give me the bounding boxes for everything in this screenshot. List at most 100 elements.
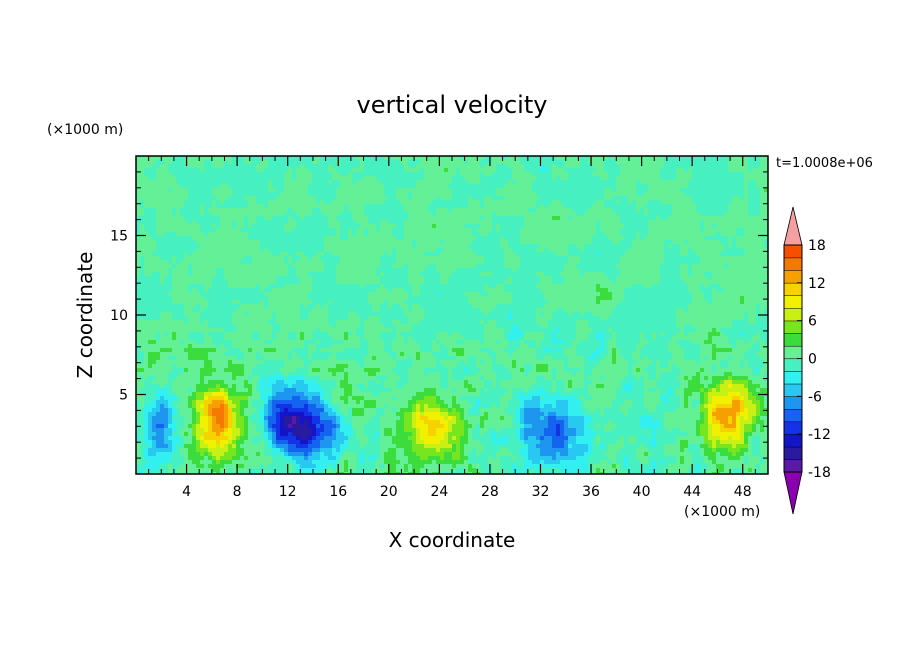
field-cell xyxy=(288,160,293,165)
field-cell xyxy=(652,260,657,265)
field-cell xyxy=(732,216,737,221)
field-cell xyxy=(600,208,605,213)
field-cell xyxy=(152,168,157,173)
field-cell xyxy=(476,280,481,285)
field-cell xyxy=(292,168,297,173)
field-cell xyxy=(688,236,693,241)
field-cell xyxy=(428,268,433,273)
field-cell xyxy=(468,160,473,165)
field-cell xyxy=(728,244,733,249)
field-cell xyxy=(696,224,701,229)
field-cell xyxy=(676,268,681,273)
field-cell xyxy=(604,236,609,241)
field-cell xyxy=(600,200,605,205)
field-cell xyxy=(720,184,725,189)
field-cell xyxy=(328,184,333,189)
field-cell xyxy=(528,180,533,185)
field-cell xyxy=(380,248,385,253)
field-cell xyxy=(284,168,289,173)
field-cell xyxy=(540,260,545,265)
field-cell xyxy=(388,248,393,253)
field-cell xyxy=(760,276,765,281)
field-cell xyxy=(136,184,141,189)
field-cell xyxy=(460,172,465,177)
field-cell xyxy=(320,228,325,233)
field-cell xyxy=(636,188,641,193)
field-cell xyxy=(488,224,493,229)
field-cell xyxy=(620,216,625,221)
field-cell xyxy=(412,164,417,169)
field-cell xyxy=(416,220,421,225)
field-cell xyxy=(260,260,265,265)
field-cell xyxy=(180,160,185,165)
field-cell xyxy=(528,160,533,165)
field-cell xyxy=(164,228,169,233)
field-cell xyxy=(720,188,725,193)
field-cell xyxy=(472,228,477,233)
field-cell xyxy=(384,156,389,161)
field-cell xyxy=(712,200,717,205)
field-cell xyxy=(568,192,573,197)
field-cell xyxy=(444,188,449,193)
field-cell xyxy=(580,236,585,241)
field-cell xyxy=(572,248,577,253)
field-cell xyxy=(432,184,437,189)
field-cell xyxy=(656,204,661,209)
field-cell xyxy=(168,196,173,201)
field-cell xyxy=(424,216,429,221)
field-cell xyxy=(532,164,537,169)
field-cell xyxy=(764,268,768,273)
field-cell xyxy=(324,228,329,233)
field-cell xyxy=(292,280,297,285)
field-cell xyxy=(236,204,241,209)
field-cell xyxy=(676,248,681,253)
field-cell xyxy=(188,188,193,193)
field-cell xyxy=(764,228,768,233)
field-cell xyxy=(620,252,625,257)
field-cell xyxy=(324,264,329,269)
field-cell xyxy=(152,172,157,177)
field-cell xyxy=(620,276,625,281)
field-cell xyxy=(148,264,153,269)
field-cell xyxy=(340,216,345,221)
field-cell xyxy=(376,212,381,217)
field-cell xyxy=(204,188,209,193)
field-cell xyxy=(372,188,377,193)
field-cell xyxy=(352,216,357,221)
field-cell xyxy=(416,240,421,245)
field-cell xyxy=(712,160,717,165)
field-cell xyxy=(692,260,697,265)
field-cell xyxy=(472,224,477,229)
field-cell xyxy=(232,188,237,193)
field-cell xyxy=(164,220,169,225)
field-cell xyxy=(444,172,449,177)
field-cell xyxy=(152,160,157,165)
field-cell xyxy=(756,208,761,213)
field-cell xyxy=(496,264,501,269)
field-cell xyxy=(208,276,213,281)
field-cell xyxy=(536,272,541,277)
field-cell xyxy=(212,188,217,193)
field-cell xyxy=(500,268,505,273)
field-cell xyxy=(524,244,529,249)
field-cell xyxy=(588,248,593,253)
field-cell xyxy=(220,280,225,285)
field-cell xyxy=(332,160,337,165)
field-cell xyxy=(708,184,713,189)
field-cell xyxy=(752,164,757,169)
field-cell xyxy=(752,244,757,249)
field-cell xyxy=(172,188,177,193)
field-cell xyxy=(420,172,425,177)
field-cell xyxy=(568,272,573,277)
field-cell xyxy=(760,220,765,225)
field-cell xyxy=(260,192,265,197)
field-cell xyxy=(632,180,637,185)
field-cell xyxy=(744,188,749,193)
field-cell xyxy=(420,208,425,213)
field-cell xyxy=(620,232,625,237)
field-cell xyxy=(700,276,705,281)
field-cell xyxy=(144,224,149,229)
field-cell xyxy=(336,172,341,177)
field-cell xyxy=(408,208,413,213)
field-cell xyxy=(568,232,573,237)
